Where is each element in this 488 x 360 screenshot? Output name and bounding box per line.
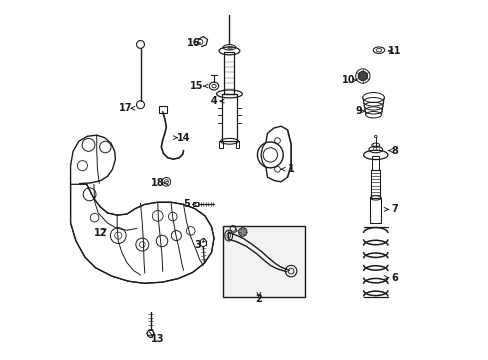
Text: 15: 15	[190, 81, 203, 91]
Circle shape	[238, 228, 246, 236]
Bar	[371, 156, 379, 170]
Text: 13: 13	[151, 333, 164, 343]
Text: 10: 10	[341, 75, 354, 85]
Bar	[219, 140, 223, 148]
Text: 7: 7	[391, 204, 398, 215]
Bar	[369, 198, 381, 223]
Text: 1: 1	[287, 164, 294, 174]
Circle shape	[357, 71, 367, 81]
Text: 18: 18	[151, 178, 164, 188]
Text: 6: 6	[391, 273, 398, 283]
Text: 5: 5	[183, 199, 189, 210]
Bar	[370, 170, 380, 198]
Bar	[159, 106, 167, 113]
Text: 2: 2	[255, 294, 262, 304]
Text: 4: 4	[210, 96, 217, 106]
Bar	[224, 51, 234, 94]
Polygon shape	[70, 184, 214, 283]
Text: 9: 9	[354, 106, 361, 116]
Bar	[235, 140, 239, 148]
Text: 12: 12	[93, 228, 107, 238]
Bar	[192, 202, 197, 206]
Text: 11: 11	[387, 46, 401, 56]
Text: 8: 8	[391, 145, 398, 156]
Bar	[221, 94, 237, 140]
Text: 14: 14	[177, 133, 190, 143]
Text: 16: 16	[186, 38, 200, 48]
Text: 17: 17	[119, 103, 132, 113]
Text: 3: 3	[194, 240, 201, 250]
Bar	[223, 226, 304, 297]
